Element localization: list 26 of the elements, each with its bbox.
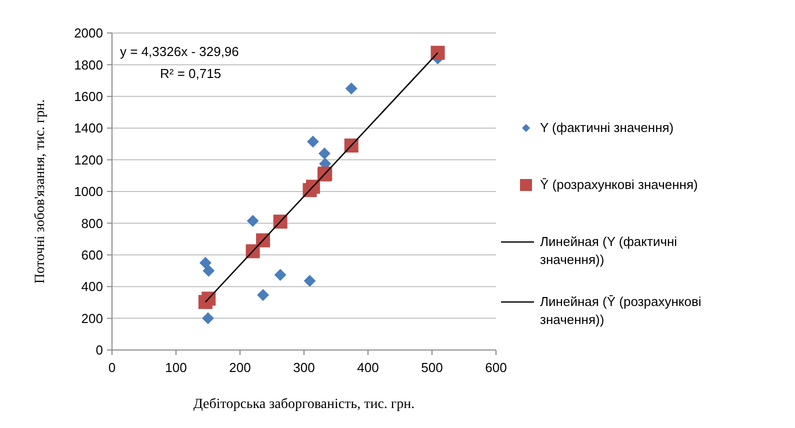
x-tick-label: 400 (357, 360, 379, 375)
y-tick-label: 1200 (74, 152, 103, 168)
x-tick-label: 500 (421, 360, 443, 375)
y-tick-label: 0 (96, 342, 103, 358)
legend-label: Y (фактичні значення) (540, 120, 674, 135)
x-tick-label: 300 (293, 360, 315, 375)
y-tick-label: 400 (81, 279, 103, 294)
y-tick-label: 1400 (74, 120, 103, 136)
y-tick-label: 1000 (74, 184, 103, 200)
annotation: y = 4,3326x - 329,96 (120, 44, 239, 59)
y-tick-label: 1800 (74, 57, 103, 72)
x-tick-label: 600 (485, 360, 507, 375)
x-axis-title: Дебіторська заборгованість, тис. грн. (193, 397, 415, 412)
y-tick-label: 1600 (74, 88, 103, 104)
y-tick-label: 2000 (74, 26, 103, 41)
legend-label: Линейная (Ȳ (розрахункові значення)) (540, 294, 702, 327)
x-tick-label: 0 (108, 360, 116, 375)
legend-label: Ȳ (розрахункові значення) (540, 177, 698, 192)
y-tick-label: 800 (81, 216, 103, 231)
y-tick-label: 600 (81, 247, 103, 262)
annotation: R² = 0,715 (160, 66, 222, 81)
legend-label: Линейная (Y (фактичні значення)) (540, 234, 678, 267)
x-tick-label: 200 (229, 360, 251, 375)
x-tick-label: 100 (165, 360, 187, 375)
y-tick-label: 200 (81, 310, 103, 326)
y-axis-title: Поточні зобов'язання, тис. грн. (33, 99, 48, 284)
